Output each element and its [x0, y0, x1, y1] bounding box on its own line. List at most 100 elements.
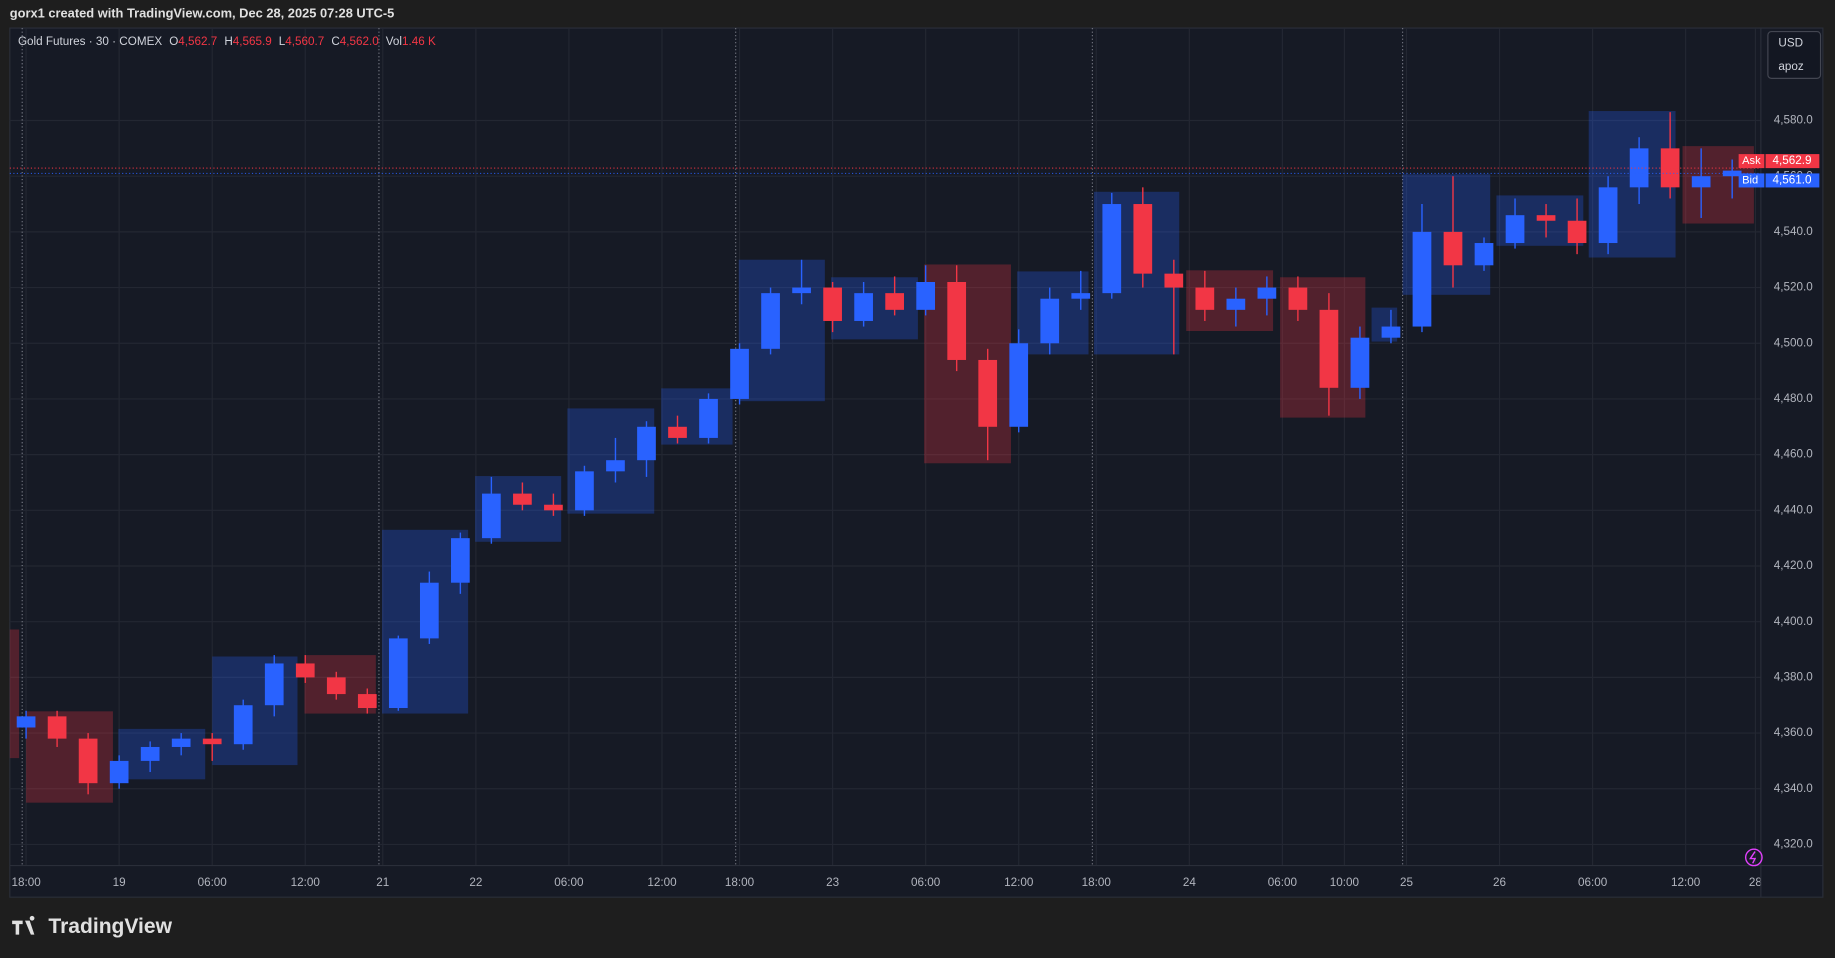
candle-body	[1691, 176, 1711, 188]
candle-body	[544, 504, 563, 511]
candle-body	[109, 760, 129, 784]
legend-key: O	[169, 35, 178, 48]
candle-body	[388, 638, 408, 709]
brand-logo	[12, 915, 35, 935]
legend-key: Vol	[386, 35, 402, 48]
alert-bolt	[1749, 851, 1757, 864]
candle-body	[171, 738, 191, 747]
range-box	[831, 277, 918, 340]
y-tick-label: 4,440.0	[1774, 503, 1813, 516]
y-tick-label: 4,360.0	[1774, 726, 1813, 739]
candle-body	[140, 746, 160, 761]
quote-value-tag	[1765, 173, 1820, 188]
x-tick-label: 28	[1749, 876, 1762, 889]
x-tick-label: 06:00	[1268, 876, 1298, 889]
candle-body	[1102, 204, 1122, 294]
x-tick-label: 10:00	[1330, 876, 1360, 889]
candle-body	[854, 293, 873, 321]
candle-body	[1319, 309, 1339, 388]
candle-body	[419, 582, 439, 639]
candle-body	[699, 398, 718, 438]
x-tick-label: 06:00	[198, 876, 228, 889]
candle-body	[1505, 215, 1525, 244]
credit: gorx1 created with TradingView.com, Dec …	[10, 5, 395, 20]
x-tick-label: 12:00	[1004, 876, 1034, 889]
candle-body	[451, 538, 470, 583]
legend-key: L	[279, 35, 286, 48]
x-tick-label: 12:00	[647, 876, 677, 889]
candle-body	[668, 426, 687, 438]
x-tick-label: 25	[1400, 876, 1414, 889]
currency-unit: apoz	[1778, 60, 1804, 73]
quote-name: Bid	[1742, 174, 1758, 186]
range-box	[118, 728, 206, 780]
y-tick-label: 4,480.0	[1774, 392, 1813, 405]
candle-body	[326, 677, 346, 695]
candle-body	[1133, 204, 1153, 274]
candle-body	[295, 663, 315, 678]
quote-value: 4,561.0	[1773, 174, 1812, 187]
x-tick-label: 12:00	[291, 876, 321, 889]
x-tick-label: 26	[1493, 876, 1506, 889]
y-tick-label: 4,580.0	[1774, 114, 1813, 127]
candle-body	[792, 287, 811, 294]
y-tick-label: 4,340.0	[1774, 782, 1813, 795]
candle-body	[947, 282, 967, 360]
quote-value: 4,562.9	[1773, 154, 1812, 167]
candle-body	[513, 493, 532, 505]
candle-body	[1722, 170, 1742, 177]
candle-body	[1412, 231, 1432, 327]
brand: TradingView	[48, 915, 172, 938]
quote-value-tag	[1765, 154, 1820, 169]
candle-body	[1257, 287, 1277, 299]
x-tick-label: 06:00	[554, 876, 584, 889]
legend-value: 4,560.7	[285, 35, 324, 48]
x-tick-label: 23	[826, 876, 839, 889]
legend: Gold Futures · 30 · COMEX O4,562.7 H4,565.…	[18, 35, 436, 48]
x-tick-label: 18:00	[725, 876, 755, 889]
candle-body	[637, 426, 656, 461]
legend-value: 1.46 K	[402, 35, 436, 48]
candle-body	[1288, 287, 1308, 310]
candle-body	[1195, 287, 1215, 310]
candle-body	[233, 705, 253, 745]
x-tick-label: 18:00	[11, 876, 41, 889]
plot: 4,320.0 4,340.0 4,360.0 4,380.0 4,400.0 4,420…	[9, 28, 1823, 898]
legend-value: 4,562.7	[178, 35, 217, 48]
y-tick-label: 4,520.0	[1774, 281, 1813, 294]
legend-symbol: Gold Futures · 30 · COMEX	[18, 35, 162, 48]
candle-body	[264, 663, 284, 706]
candle-body	[1598, 187, 1618, 244]
candle-body	[978, 359, 998, 427]
y-tick-label: 4,500.0	[1774, 336, 1813, 349]
range-box	[9, 629, 20, 759]
range-box	[924, 264, 1011, 464]
candle-body	[1071, 293, 1091, 299]
legend-key: H	[224, 35, 232, 48]
range-box	[212, 656, 298, 766]
candle-body	[575, 471, 594, 511]
quote-name-tag	[1738, 154, 1765, 169]
legend-key: C	[331, 35, 339, 48]
x-tick-label: 18:00	[1082, 876, 1112, 889]
x-tick-label: 22	[469, 876, 482, 889]
currency-code: USD	[1778, 36, 1803, 49]
y-tick-label: 4,420.0	[1774, 559, 1813, 572]
x-tick-label: 19	[113, 876, 126, 889]
candle-body	[1226, 298, 1246, 310]
x-tick-label: 06:00	[911, 876, 941, 889]
candle-body	[761, 293, 780, 349]
x-tick-label: 06:00	[1578, 876, 1608, 889]
y-tick-label: 4,380.0	[1774, 670, 1813, 683]
x-tick-label: 21	[376, 876, 389, 889]
candle-body	[885, 293, 904, 310]
candle-body	[730, 348, 749, 399]
candle-body	[823, 287, 842, 321]
candle-body	[357, 694, 377, 709]
alert-icon[interactable]	[1744, 848, 1763, 867]
candle-body	[1381, 326, 1401, 338]
x-tick-label: 24	[1183, 876, 1197, 889]
candle-body	[1350, 337, 1370, 388]
